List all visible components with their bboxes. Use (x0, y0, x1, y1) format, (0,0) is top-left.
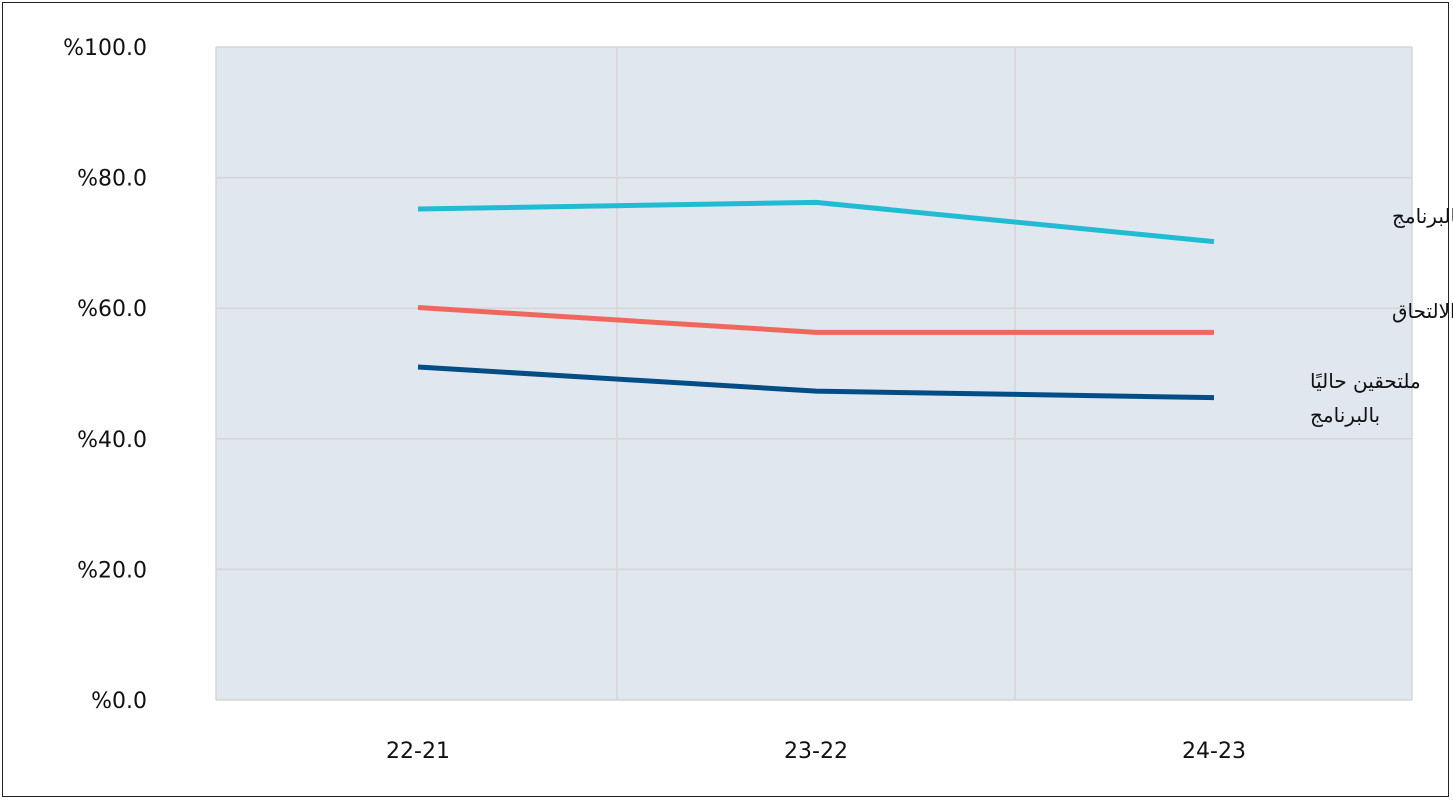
plot-area (216, 47, 1412, 700)
series-label-line: ملتحقين حاليًا (1310, 369, 1421, 393)
x-tick-label: 24-23 (1182, 739, 1246, 764)
x-tick-label: 22-21 (386, 739, 450, 764)
y-tick-label: %60.0 (77, 297, 147, 322)
y-tick-label: %100.0 (63, 36, 147, 61)
y-tick-label: %0.0 (91, 689, 147, 714)
series-label-1: لم يسبق لهم الالتحاق (1392, 299, 1453, 323)
y-tick-label: %20.0 (77, 558, 147, 583)
series-line-1 (417, 305, 1214, 335)
series-line-2 (417, 364, 1215, 401)
series-labels: ملتحقين سابقًا بالبرنامج لم يسبق لهم الال… (1310, 204, 1453, 427)
x-tick-label: 23-22 (784, 739, 848, 764)
series-label-line: لم يسبق لهم الالتحاق (1392, 299, 1453, 323)
y-tick-label: %80.0 (77, 167, 147, 192)
series-line-0 (417, 199, 1215, 245)
series-label-line: بالبرنامج (1310, 403, 1380, 427)
series-label-0: ملتحقين سابقًا بالبرنامج (1392, 204, 1453, 228)
x-axis: 22-21 23-22 24-23 (386, 739, 1246, 764)
series-label-line: ملتحقين سابقًا بالبرنامج (1392, 204, 1453, 228)
y-axis: %0.0 %20.0 %40.0 %60.0 %80.0 %100.0 (63, 36, 147, 714)
plot-background (216, 47, 1412, 700)
y-tick-label: %40.0 (77, 428, 147, 453)
series-label-2: ملتحقين حاليًا بالبرنامج (1310, 369, 1421, 427)
series-lines (417, 199, 1215, 401)
gridlines (215, 46, 1413, 701)
